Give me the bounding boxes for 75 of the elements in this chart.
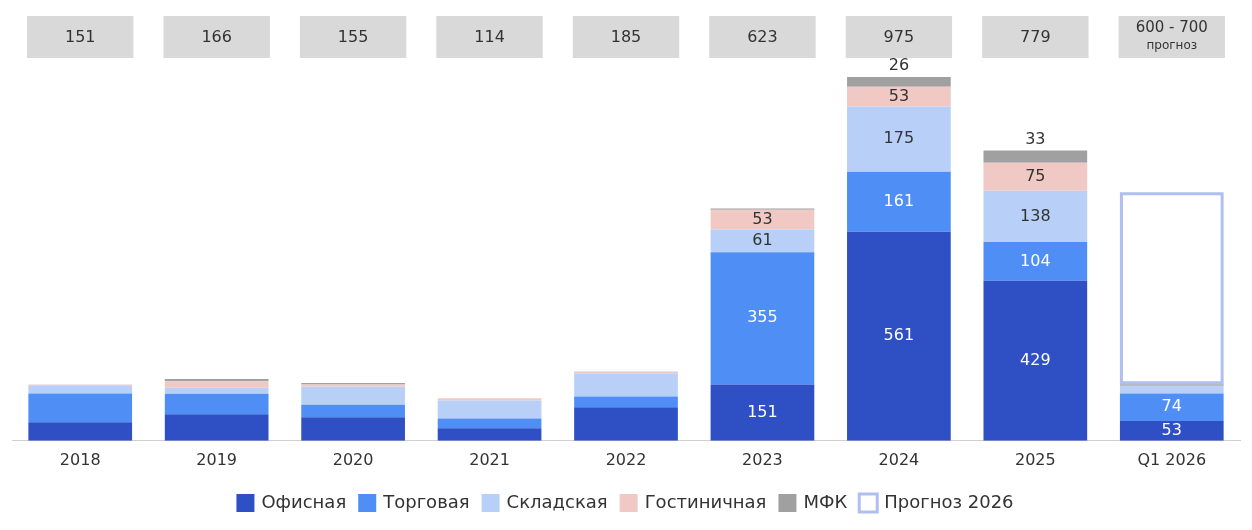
x-tick-label: 2023 — [742, 449, 783, 469]
legend-label: Прогноз 2026 — [884, 490, 1014, 512]
data-label: 161 — [883, 190, 915, 210]
text: 114 — [474, 27, 505, 47]
bar — [164, 381, 269, 388]
bar — [574, 373, 678, 397]
legend-label: Офисная — [261, 490, 347, 512]
text: 623 — [747, 27, 778, 47]
legend-label: Складская — [506, 490, 608, 512]
bar — [437, 400, 542, 419]
legend-label: Торговая — [382, 490, 470, 512]
legend-label: Гостиничная — [644, 490, 767, 512]
bar — [847, 86, 951, 107]
data-label: 61 — [752, 229, 773, 249]
x-tick-label: 2018 — [59, 449, 101, 469]
bar — [847, 76, 951, 87]
bar — [301, 404, 405, 418]
data-label: 561 — [883, 325, 915, 345]
data-label: 104 — [1020, 250, 1051, 270]
bar — [1119, 192, 1224, 385]
bar — [847, 106, 951, 172]
bar — [164, 414, 269, 441]
text: 779 — [1020, 27, 1051, 47]
bar — [710, 252, 815, 385]
bar — [983, 190, 1088, 243]
text: 185 — [610, 27, 642, 47]
data-label: 75 — [1025, 165, 1046, 185]
data-label: 355 — [747, 307, 778, 327]
bar — [1119, 385, 1224, 394]
x-tick-label: 2019 — [196, 449, 238, 469]
x-tick-label: 2020 — [332, 449, 374, 469]
text: 155 — [337, 27, 369, 47]
data-label: 53 — [752, 208, 773, 228]
data-label: 33 — [1025, 128, 1046, 148]
data-label: 53 — [888, 85, 910, 105]
x-tick-label: Q1 2026 — [1137, 449, 1207, 469]
bar — [164, 387, 269, 394]
x-tick-label: 2021 — [469, 449, 510, 469]
bar — [301, 386, 405, 405]
bar — [1119, 421, 1224, 441]
text: 166 — [201, 27, 232, 47]
data-label: 138 — [1020, 205, 1051, 225]
bar — [847, 231, 951, 441]
bar — [710, 384, 815, 441]
bar — [983, 280, 1088, 441]
bar — [28, 393, 133, 423]
bar — [983, 162, 1088, 191]
bar — [28, 386, 133, 394]
bar — [28, 422, 133, 441]
data-label: 151 — [747, 401, 778, 421]
bar — [301, 417, 405, 441]
bar — [437, 428, 542, 441]
bar — [437, 398, 542, 401]
bar — [574, 396, 678, 408]
bar — [1119, 393, 1224, 422]
bar — [164, 393, 269, 415]
legend-label: МФК — [803, 490, 848, 512]
text: 975 — [883, 27, 915, 47]
bar — [437, 418, 542, 429]
data-label: 74 — [1161, 396, 1182, 416]
bar — [574, 407, 678, 441]
x-tick-label: 2025 — [1014, 449, 1056, 469]
bar — [983, 242, 1088, 281]
text: 151 — [64, 27, 96, 47]
data-label: 26 — [888, 55, 910, 75]
bar — [164, 378, 269, 382]
x-tick-label: 2022 — [605, 449, 647, 469]
data-label: 53 — [1161, 420, 1182, 440]
bar — [710, 229, 815, 253]
bar — [847, 171, 951, 232]
bar — [983, 150, 1088, 163]
data-label: 429 — [1020, 349, 1051, 369]
data-label: 175 — [883, 128, 915, 148]
text: 600 - 700 прогноз — [1135, 17, 1208, 53]
x-tick-label: 2024 — [878, 449, 920, 469]
